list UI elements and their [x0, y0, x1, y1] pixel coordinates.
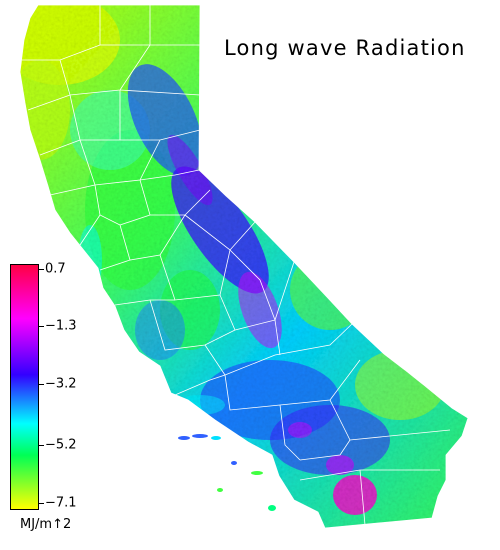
scale-tick [38, 445, 44, 446]
county-boundaries [19, 4, 469, 529]
scale-tick [38, 269, 44, 270]
scale-tick-label: −5.2 [45, 437, 77, 453]
scale-tick-label: −1.3 [45, 318, 77, 334]
scale-tick [38, 384, 44, 385]
scale-tick [38, 326, 44, 327]
color-scale-bar [10, 264, 39, 510]
scale-tick [38, 503, 44, 504]
scale-unit-label: MJ/m↑2 [20, 517, 72, 532]
scale-tick-label: −7.1 [45, 495, 77, 511]
map-title: Long wave Radiation [224, 36, 466, 60]
scale-tick-label: 0.7 [45, 261, 66, 277]
scale-tick-label: −3.2 [45, 376, 77, 392]
channel-islands [178, 434, 276, 511]
